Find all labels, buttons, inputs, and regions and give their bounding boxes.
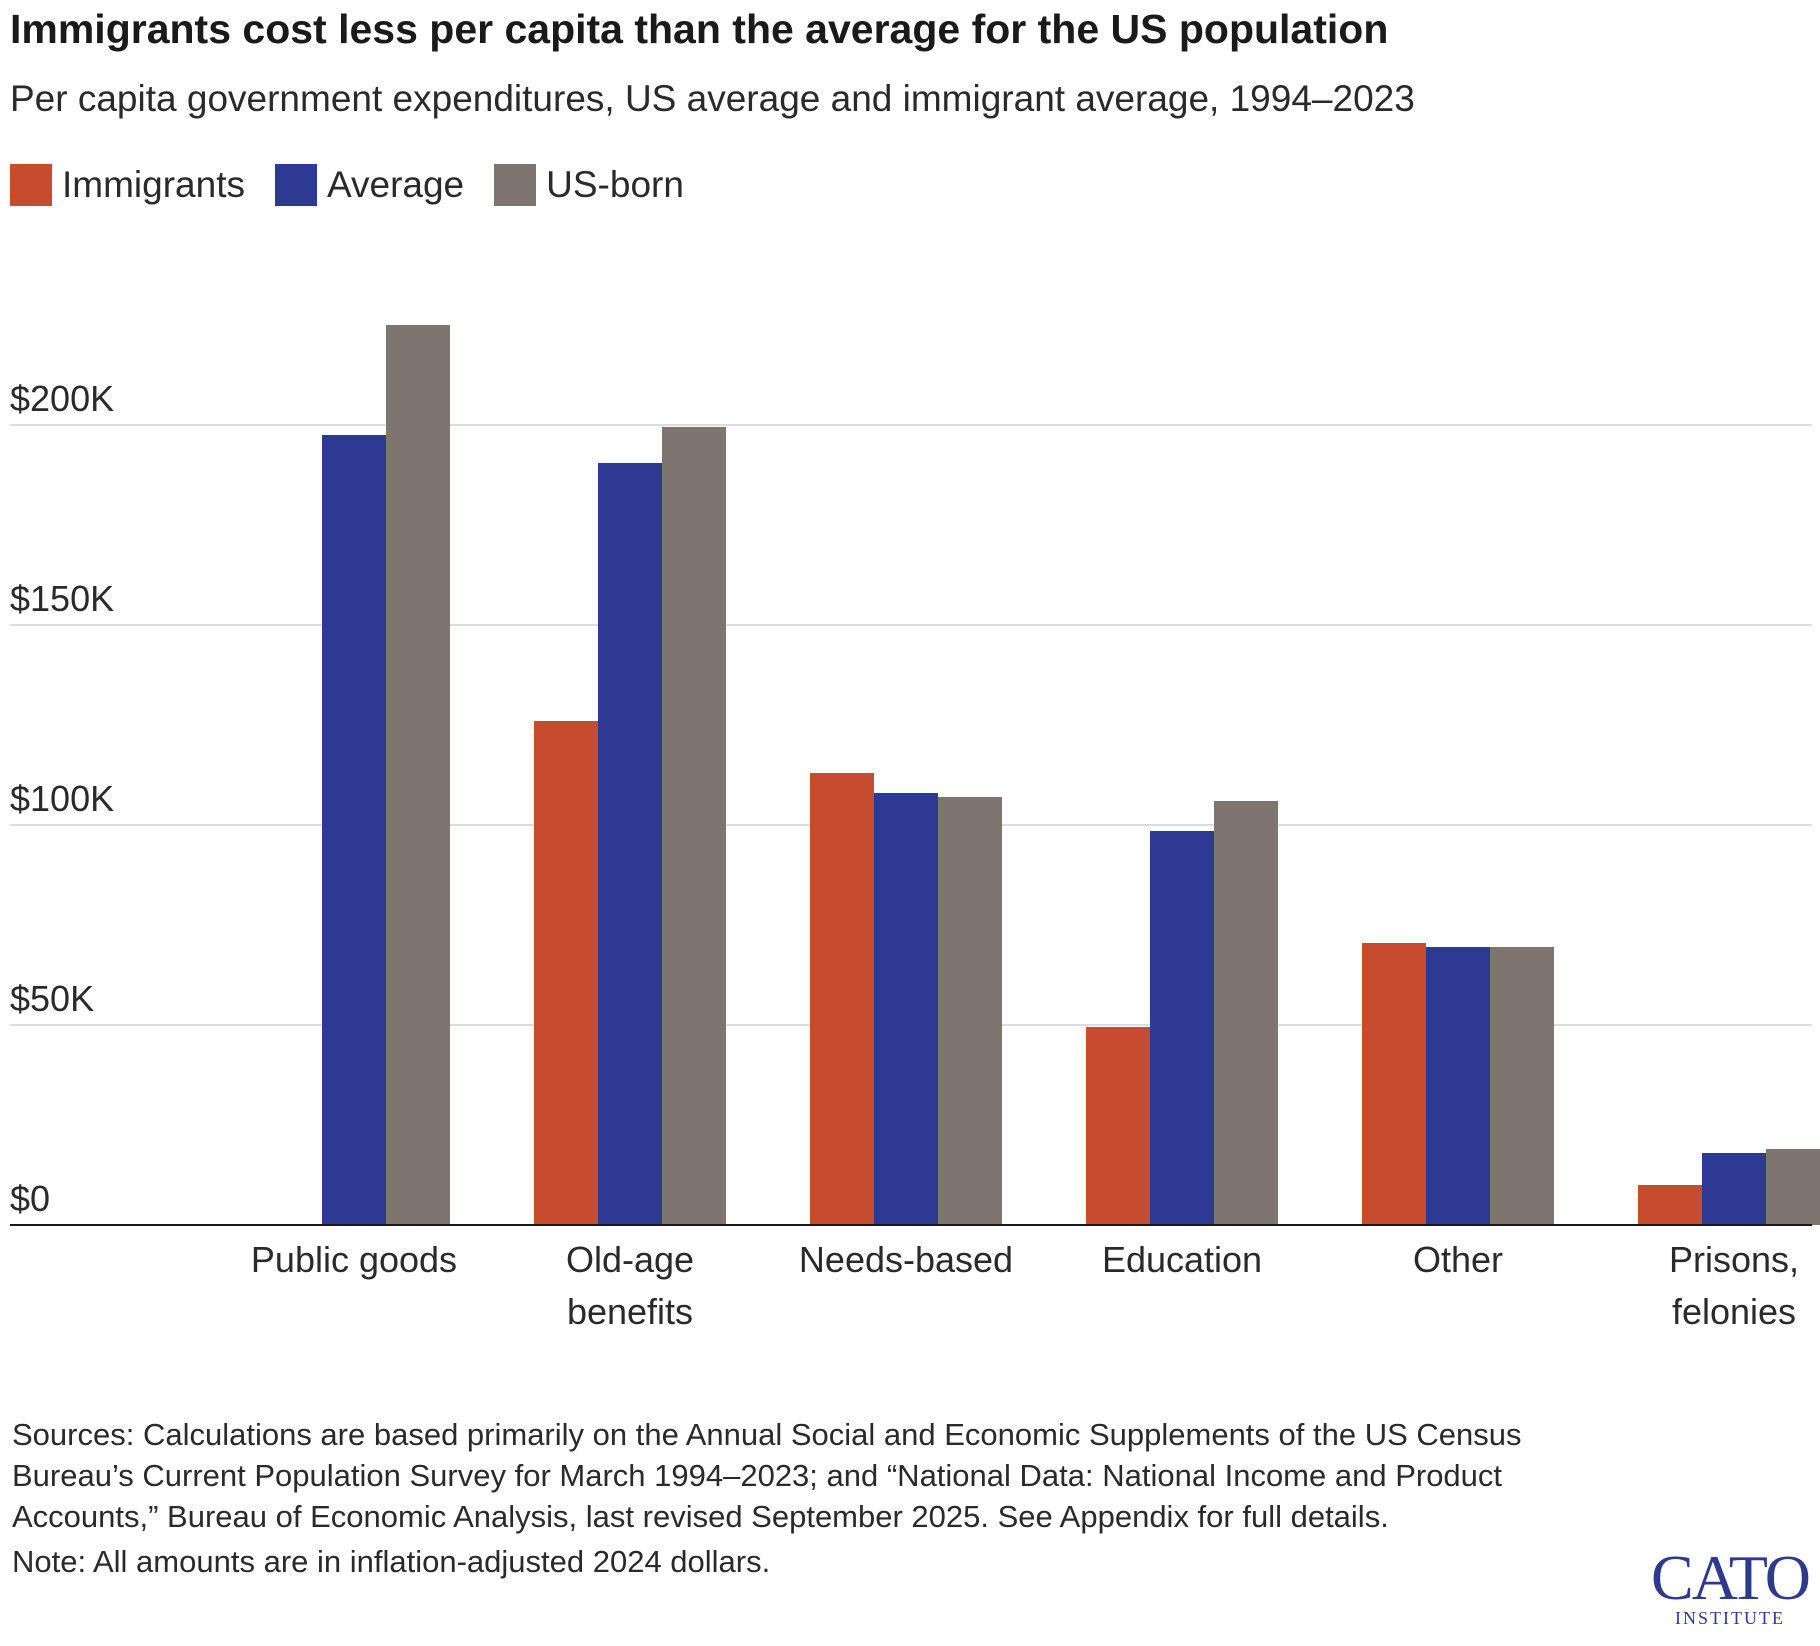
note-text: Note: All amounts are in inflation-adjus… [12, 1544, 771, 1579]
bar-us-born-1 [662, 427, 726, 1225]
x-tick-label-5-0: Prisons, [1669, 1239, 1799, 1280]
bar-immigrants-2 [810, 773, 874, 1225]
bar-immigrants-4 [1362, 943, 1426, 1225]
x-tick-label-4-0: Other [1413, 1239, 1503, 1280]
bar-chart: $0 $50K $100K $150K $200K Public goods Old-age… [10, 325, 1820, 1332]
bar-average-4 [1426, 947, 1490, 1225]
legend-swatch-immigrants [10, 164, 52, 206]
logo-main-text: CATO [1651, 1542, 1811, 1613]
legend-item-immigrants: Immigrants [10, 164, 245, 206]
chart-subtitle: Per capita government expenditures, US a… [10, 78, 1415, 119]
x-tick-label-5-1: felonies [1672, 1291, 1796, 1332]
legend-swatch-average [274, 164, 317, 206]
legend-item-average: Average [274, 164, 465, 206]
y-tick-label-0: $0 [10, 1178, 50, 1219]
y-tick-label-1: $50K [10, 978, 94, 1019]
bar-us-born-2 [938, 797, 1002, 1225]
bar-average-0 [322, 435, 386, 1225]
legend-item-us-born: US-born [494, 164, 684, 206]
bar-us-born-5 [1766, 1149, 1820, 1225]
bar-us-born-3 [1214, 801, 1278, 1225]
bar-immigrants-5 [1638, 1185, 1702, 1225]
y-tick-label-3: $150K [10, 578, 114, 619]
chart-title: Immigrants cost less per capita than the… [10, 6, 1389, 52]
legend-label-immigrants: Immigrants [62, 164, 245, 205]
logo-sub-text: INSTITUTE [1675, 1608, 1785, 1628]
bar-average-1 [598, 463, 662, 1225]
y-tick-label-2: $100K [10, 778, 114, 819]
bar-average-3 [1150, 831, 1214, 1225]
bar-average-5 [1702, 1153, 1766, 1225]
x-tick-label-0-0: Public goods [251, 1239, 457, 1280]
x-tick-label-1-0: Old-age [566, 1239, 694, 1280]
legend-swatch-us-born [494, 164, 537, 206]
legend-label-us-born: US-born [546, 164, 684, 205]
bar-immigrants-3 [1086, 1027, 1150, 1225]
legend-label-average: Average [326, 164, 465, 205]
sources-text: Sources: Calculations are based primaril… [12, 1417, 1522, 1534]
cato-logo: CATO INSTITUTE [1650, 1542, 1811, 1629]
y-tick-label-4: $200K [10, 378, 114, 419]
bar-immigrants-1 [534, 721, 598, 1225]
bar-us-born-0 [386, 325, 450, 1225]
x-tick-label-2-0: Needs-based [799, 1239, 1013, 1280]
footer: Sources: Calculations are based primaril… [12, 1414, 1612, 1582]
legend: Immigrants Average US-born [10, 164, 714, 206]
bar-us-born-4 [1490, 947, 1554, 1225]
bar-average-2 [874, 793, 938, 1225]
x-tick-label-3-0: Education [1102, 1239, 1262, 1280]
x-tick-label-1-1: benefits [567, 1291, 693, 1332]
